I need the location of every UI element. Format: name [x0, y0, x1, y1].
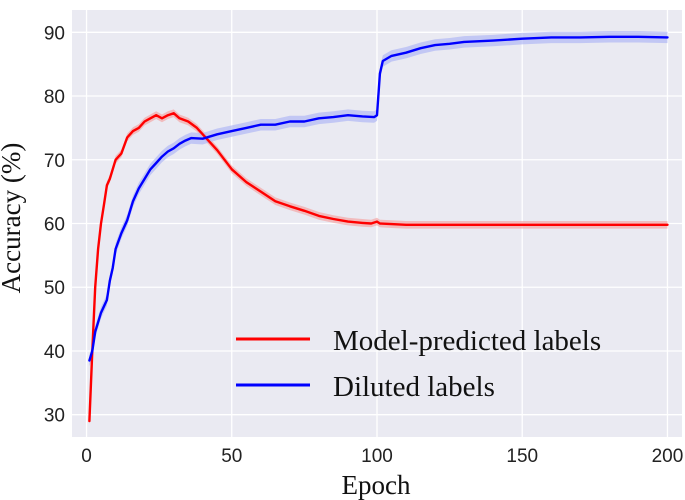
x-tick-label-1: 50 [221, 446, 242, 467]
y-tick-label-5: 80 [44, 87, 65, 108]
y-tick-label-3: 60 [44, 215, 65, 236]
x-axis-ticks: 0 50 100 150 200 [81, 446, 683, 467]
y-axis-title: Accuracy (%) [0, 143, 26, 294]
y-tick-label-1: 40 [44, 342, 65, 363]
series-line-1 [88, 35, 669, 362]
y-tick-label-6: 90 [44, 23, 65, 44]
series-line-0 [88, 111, 669, 423]
legend-label-diluted: Diluted labels [333, 371, 495, 403]
y-tick-label-4: 70 [44, 151, 65, 172]
y-tick-label-2: 50 [44, 278, 65, 299]
legend: Model-predicted labels Diluted labels [236, 325, 601, 403]
series-lines [88, 35, 669, 423]
legend-label-model-predicted: Model-predicted labels [333, 325, 601, 357]
y-axis-ticks: 30 40 50 60 70 80 90 [44, 23, 65, 426]
x-tick-label-4: 200 [652, 446, 684, 467]
x-tick-label-3: 150 [506, 446, 538, 467]
x-tick-label-0: 0 [81, 446, 92, 467]
y-tick-label-0: 30 [44, 406, 65, 427]
x-axis-title: Epoch [342, 470, 411, 500]
x-tick-label-2: 100 [361, 446, 393, 467]
